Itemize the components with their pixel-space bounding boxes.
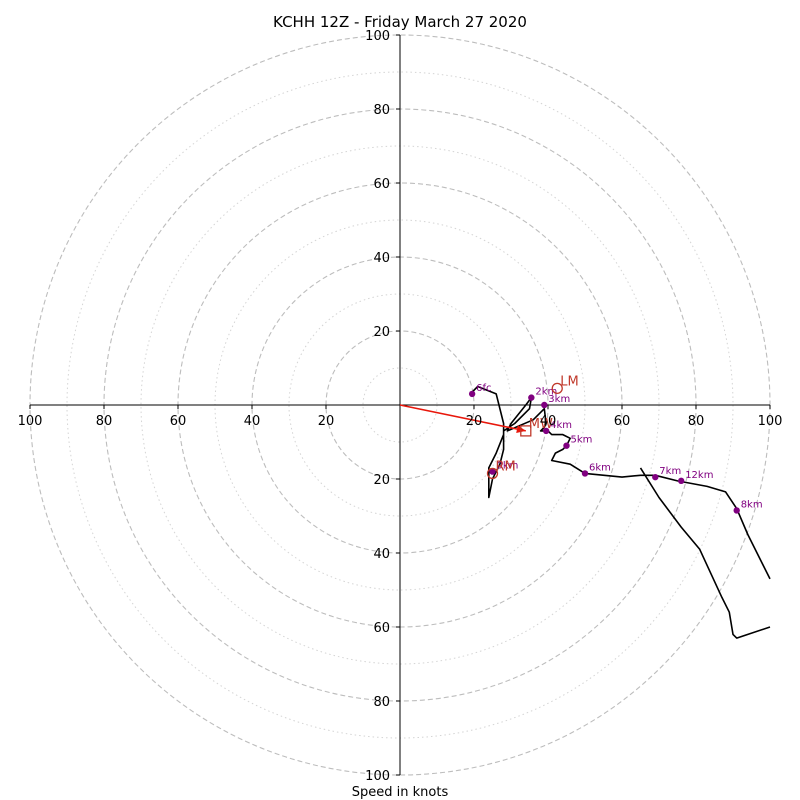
x-axis-label: Speed in knots xyxy=(352,785,449,800)
storm-motion-label-RM: RM xyxy=(496,459,516,474)
x-tick-label: 40 xyxy=(244,414,261,429)
height-label-8km: 8km xyxy=(741,499,763,510)
storm-motion-label-LM: LM xyxy=(560,374,578,389)
x-tick-label: 100 xyxy=(18,414,43,429)
height-marker-0km xyxy=(489,468,496,475)
height-marker-6km xyxy=(581,470,589,477)
storm-motion-label-MW: MW xyxy=(529,417,553,432)
height-label-12km: 12km xyxy=(685,470,713,481)
y-tick-label: 40 xyxy=(373,547,390,562)
y-tick-label: 80 xyxy=(373,695,390,710)
y-tick-label: 20 xyxy=(373,325,390,340)
hodograph-lines xyxy=(399,385,771,639)
x-tick-label: 60 xyxy=(614,414,631,429)
y-tick-label: 20 xyxy=(373,473,390,488)
height-label-4km: 4km xyxy=(550,420,572,431)
x-tick-label: 40 xyxy=(540,414,557,429)
height-marker-12km xyxy=(678,477,685,485)
height-label-0km: 0km xyxy=(497,461,519,472)
y-tick-label: 100 xyxy=(365,769,390,784)
storm-motion-markers: RM LM MW xyxy=(486,374,579,480)
hodograph-line-upper xyxy=(639,467,771,639)
height-label-6fc: 6fc xyxy=(476,383,491,394)
x-tick-label: 80 xyxy=(96,414,113,429)
height-marker-8km xyxy=(733,507,740,514)
height-marker-3km xyxy=(541,401,548,409)
height-marker-6fc xyxy=(468,390,476,398)
y-tick-label: 40 xyxy=(373,251,390,266)
height-marker-5km xyxy=(563,442,570,449)
height-label-2km: 2km xyxy=(535,387,557,398)
storm-motion-RM xyxy=(486,467,499,480)
height-label-6km: 6km xyxy=(589,462,611,473)
x-tick-label: 100 xyxy=(758,414,783,429)
y-tick-label: 80 xyxy=(373,103,390,118)
height-marker-2km xyxy=(528,394,535,401)
x-tick-label: 60 xyxy=(170,414,187,429)
x-tick-label: 20 xyxy=(466,414,483,429)
x-tick-label: 20 xyxy=(318,414,335,429)
storm-motion-MW xyxy=(520,425,532,437)
height-label-5km: 5km xyxy=(571,435,593,446)
hodograph-line xyxy=(469,385,771,580)
y-tick-label: 100 xyxy=(365,29,390,44)
height-marker-4km xyxy=(542,427,550,435)
height-label-7km: 7km xyxy=(659,466,681,477)
storm-motion-LM xyxy=(551,382,563,395)
tick-labels: 100 80 60 40 20 20 40 60 80 100 100 80 60 40 20 20 40 60 8… xyxy=(18,29,783,784)
x-tick-label: 80 xyxy=(688,414,705,429)
y-tick-label: 60 xyxy=(373,177,390,192)
height-marker-7km xyxy=(652,473,659,481)
height-label-3km: 3km xyxy=(548,394,570,405)
y-tick-label: 60 xyxy=(373,621,390,636)
chart-title: KCHH 12Z - Friday March 27 2020 xyxy=(273,13,527,31)
mean-wind-arrow xyxy=(399,404,526,432)
